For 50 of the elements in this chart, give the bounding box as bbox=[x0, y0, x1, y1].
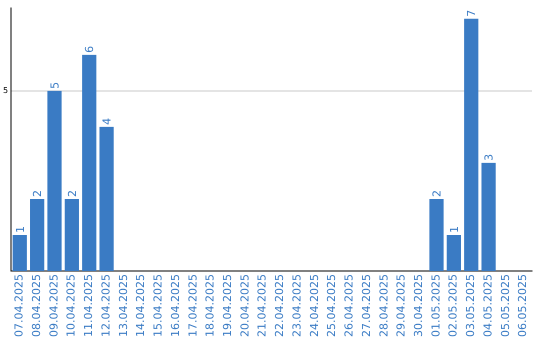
x-tick-label: 13.04.2025 bbox=[116, 274, 130, 338]
bar bbox=[47, 90, 62, 272]
x-tick-label: 21.04.2025 bbox=[256, 274, 269, 338]
x-tick-label: 29.04.2025 bbox=[394, 274, 408, 338]
x-tick-label: 03.05.2025 bbox=[464, 274, 478, 338]
x-tick-label: 28.04.2025 bbox=[377, 274, 390, 338]
x-tick-label: 01.05.2025 bbox=[429, 274, 442, 338]
bar bbox=[99, 126, 114, 272]
x-tick-label: 22.04.2025 bbox=[273, 274, 286, 338]
x-tick-label: 19.04.2025 bbox=[220, 274, 234, 338]
bar bbox=[12, 234, 27, 272]
x-tick-label: 26.04.2025 bbox=[342, 274, 356, 338]
x-tick-label: 12.04.2025 bbox=[99, 274, 112, 338]
bar bbox=[464, 18, 478, 272]
data-label: 1 bbox=[448, 226, 461, 233]
x-tick-label: 25.04.2025 bbox=[325, 274, 338, 338]
bar bbox=[82, 54, 96, 272]
x-tick-label: 24.04.2025 bbox=[308, 274, 321, 338]
data-label: 2 bbox=[430, 190, 444, 197]
x-tick-label: 23.04.2025 bbox=[290, 274, 304, 338]
data-label: 4 bbox=[100, 118, 114, 125]
x-tick-label: 18.04.2025 bbox=[204, 274, 217, 338]
bar bbox=[30, 198, 44, 272]
bar bbox=[429, 198, 444, 272]
x-tick-label: 20.04.2025 bbox=[238, 274, 252, 338]
data-label: 7 bbox=[465, 10, 478, 17]
data-label: 1 bbox=[14, 226, 27, 233]
x-tick-label: 15.04.2025 bbox=[152, 274, 165, 338]
data-label: 2 bbox=[66, 190, 79, 197]
x-tick-label: 17.04.2025 bbox=[186, 274, 200, 338]
x-tick-label: 06.05.2025 bbox=[516, 274, 530, 338]
x-tick-label: 08.04.2025 bbox=[30, 274, 43, 338]
x-tick-label: 16.04.2025 bbox=[168, 274, 182, 338]
x-tick-label: 11.04.2025 bbox=[82, 274, 96, 338]
x-tick-label: 04.05.2025 bbox=[481, 274, 494, 338]
bar bbox=[481, 162, 496, 272]
bar bbox=[446, 234, 461, 272]
data-label: 5 bbox=[48, 82, 62, 89]
x-tick-label: 27.04.2025 bbox=[360, 274, 373, 338]
data-label: 2 bbox=[31, 190, 44, 197]
x-tick-label: 10.04.2025 bbox=[64, 274, 78, 338]
x-tick-label: 30.04.2025 bbox=[412, 274, 425, 338]
data-label: 3 bbox=[482, 154, 496, 161]
x-tick-label: 02.05.2025 bbox=[446, 274, 460, 338]
x-tick-label: 09.04.2025 bbox=[47, 274, 60, 338]
data-label: 6 bbox=[83, 46, 96, 53]
x-tick-label: 07.04.2025 bbox=[12, 274, 26, 338]
bar bbox=[64, 198, 79, 272]
x-tick-label: 14.04.2025 bbox=[134, 274, 148, 338]
x-tick-label: 05.05.2025 bbox=[498, 274, 512, 338]
